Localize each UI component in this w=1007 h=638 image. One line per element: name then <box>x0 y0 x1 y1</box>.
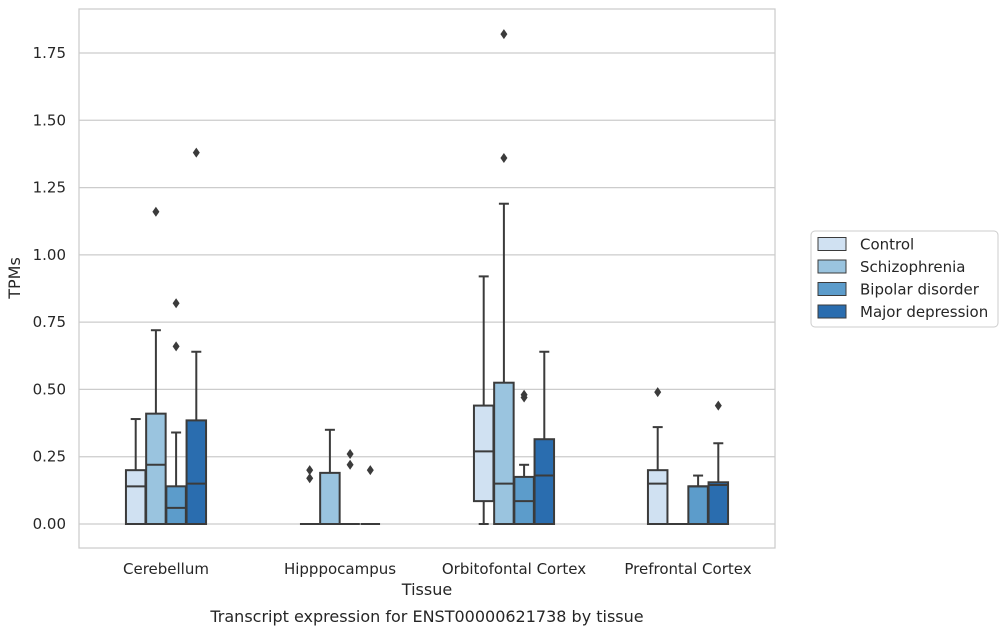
legend-swatch <box>817 304 847 319</box>
box <box>646 469 669 525</box>
y-tick-label: 1.50 <box>33 111 66 129</box>
box <box>165 485 187 526</box>
box <box>533 438 556 525</box>
x-axis-tick-labels: Cerebellum Hipppocampus Orbitofontal Corte… <box>123 560 752 578</box>
x-axis-label: Tissue <box>401 580 452 599</box>
outlier-point <box>500 152 508 163</box>
y-axis-tick-labels: 0.00 0.25 0.50 0.75 1.00 1.25 1.50 1.75 <box>33 44 66 533</box>
legend-label: Bipolar disorder <box>860 281 980 299</box>
outlier-point <box>192 147 200 158</box>
y-tick-label: 1.25 <box>33 179 66 197</box>
x-tick-label: Hipppocampus <box>284 560 396 578</box>
outlier-point <box>520 389 528 400</box>
outlier-point <box>152 206 160 217</box>
box-group <box>185 147 208 526</box>
legend-frame <box>810 230 999 328</box>
outlier-point <box>306 473 314 484</box>
y-tick-label: 1.00 <box>33 246 66 264</box>
x-tick-label: Prefrontal Cortex <box>624 560 751 578</box>
outlier-point <box>172 298 180 309</box>
legend-label: Control <box>860 236 914 254</box>
outlier-point <box>654 387 662 398</box>
legend-label: Major depression <box>860 303 988 321</box>
outlier-point <box>346 449 354 460</box>
outlier-point <box>366 465 374 476</box>
legend-swatch <box>817 237 847 251</box>
box-group <box>360 465 381 525</box>
y-tick-label: 0.00 <box>33 515 66 533</box>
y-tick-label: 1.75 <box>33 44 66 62</box>
box-group <box>145 206 167 525</box>
box-group <box>340 449 360 525</box>
boxes-layer <box>124 29 730 526</box>
box <box>707 481 730 526</box>
box-group <box>707 400 730 526</box>
outlier-point <box>500 29 508 40</box>
chart-caption: Transcript expression for ENST0000062173… <box>209 607 643 626</box>
y-axis-label: TPMs <box>5 257 24 300</box>
y-tick-label: 0.25 <box>33 448 66 466</box>
box <box>472 404 495 503</box>
plot-area <box>78 8 776 549</box>
box-group <box>493 29 515 526</box>
outlier-point <box>346 459 354 470</box>
box-group <box>319 428 341 525</box>
y-tick-label: 0.75 <box>33 313 66 331</box>
box-group <box>646 387 669 525</box>
box <box>185 419 208 526</box>
box <box>124 469 147 525</box>
legend: Control Schizophrenia Bipolar disorder Majo… <box>810 230 999 328</box>
x-tick-label: Cerebellum <box>123 560 209 578</box>
box <box>493 381 515 526</box>
outlier-point <box>714 400 722 411</box>
box-group <box>299 465 320 525</box>
box-group <box>533 350 556 525</box>
box-group <box>472 275 495 525</box>
outlier-point <box>172 341 180 352</box>
box-group <box>165 298 187 526</box>
box <box>319 471 341 525</box>
x-tick-label: Orbitofontal Cortex <box>442 560 586 578</box>
legend-label: Schizophrenia <box>860 258 965 276</box>
y-tick-label: 0.50 <box>33 380 66 398</box>
outlier-point <box>306 465 314 476</box>
legend-swatch <box>817 282 847 296</box>
legend-swatch <box>817 259 847 274</box>
box <box>687 485 709 526</box>
box <box>145 412 167 525</box>
